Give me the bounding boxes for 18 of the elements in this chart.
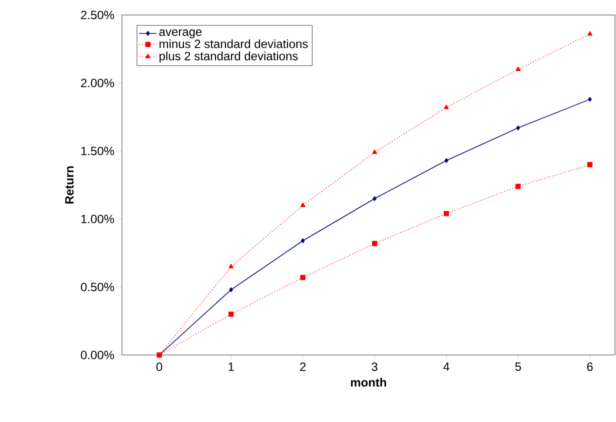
- legend-label: average: [159, 29, 202, 38]
- y-tick-label: 0.50%: [80, 282, 114, 292]
- y-tick-label: 1.00%: [81, 214, 114, 224]
- x-tick-label: 0: [156, 362, 162, 372]
- y-tick-label: 1.50%: [81, 146, 114, 156]
- x-axis-title: month: [350, 378, 386, 387]
- legend-label: minus 2 standard deviations: [160, 39, 308, 48]
- y-tick-label: 0.00%: [80, 350, 114, 360]
- x-tick-label: 3: [372, 362, 378, 372]
- legend-label: plus 2 standard deviations: [160, 51, 298, 63]
- x-tick-label: 6: [587, 362, 593, 372]
- x-tick-label: 5: [515, 362, 521, 371]
- x-tick-label: 1: [228, 362, 234, 371]
- y-tick-label: 2.50%: [81, 10, 114, 20]
- x-tick-label: 4: [443, 362, 450, 371]
- x-tick-label: 2: [300, 362, 306, 371]
- y-tick-label: 2.00%: [81, 78, 114, 88]
- y-axis-title: Return: [65, 166, 74, 204]
